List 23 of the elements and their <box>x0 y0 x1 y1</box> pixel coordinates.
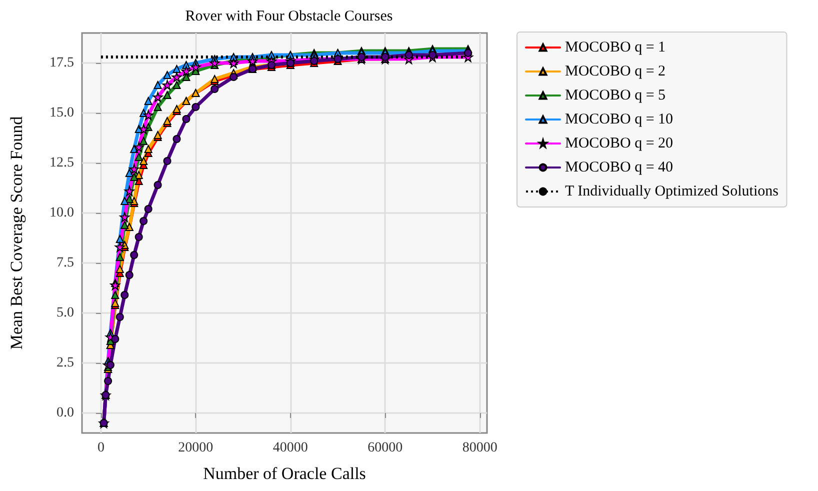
y-tick-label: 17.5 <box>50 56 74 70</box>
y-tick-label: 10.0 <box>50 206 74 220</box>
legend-label: MOCOBO q = 40 <box>565 160 674 176</box>
y-tick-label: 15.0 <box>50 106 74 120</box>
legend-label: MOCOBO q = 5 <box>565 88 666 104</box>
y-tick-label: 0.0 <box>56 406 74 420</box>
legend-label: MOCOBO q = 2 <box>565 64 666 80</box>
x-tick-label: 80000 <box>462 440 498 456</box>
y-tick-label: 5.0 <box>56 306 74 320</box>
x-tick-label: 0 <box>97 440 104 456</box>
x-tick-label: 40000 <box>272 440 308 456</box>
y-tick-label: 7.5 <box>56 256 74 270</box>
x-axis-title: Number of Oracle Calls <box>203 464 366 483</box>
legend-label: MOCOBO q = 20 <box>565 136 674 152</box>
x-tick-label: 20000 <box>178 440 214 456</box>
legend-label: MOCOBO q = 1 <box>565 40 666 56</box>
x-tick-label: 60000 <box>368 440 403 456</box>
y-tick-label: 2.5 <box>56 356 74 370</box>
legend-label: MOCOBO q = 10 <box>565 112 674 128</box>
y-tick-label: 12.5 <box>50 156 74 170</box>
legend-label: T Individually Optimized Solutions <box>565 184 779 200</box>
y-axis-title: Mean Best Coverage Score Found <box>7 116 26 350</box>
chart-title: Rover with Four Obstacle Courses <box>185 8 393 24</box>
